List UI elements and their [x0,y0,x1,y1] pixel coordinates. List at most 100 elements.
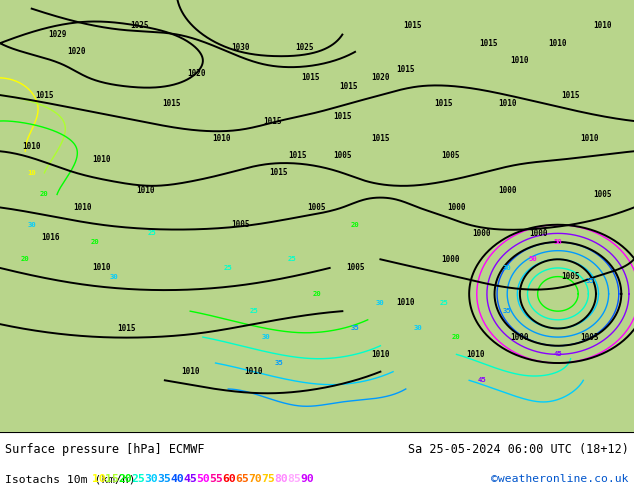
Text: 1010: 1010 [92,155,111,165]
Text: 65: 65 [235,474,249,484]
Text: 1010: 1010 [22,143,41,151]
Text: 30: 30 [110,273,119,280]
Text: 1015: 1015 [479,39,498,48]
Text: 1015: 1015 [403,22,422,30]
Text: 20: 20 [351,222,359,228]
Text: 1015: 1015 [35,91,54,99]
Text: 25: 25 [439,299,448,306]
Text: 30: 30 [414,325,423,331]
Text: 1010: 1010 [510,56,529,65]
Text: ©weatheronline.co.uk: ©weatheronline.co.uk [491,474,629,484]
Text: 1000: 1000 [510,333,529,342]
Text: 1005: 1005 [561,272,580,281]
Text: 30: 30 [503,265,512,271]
Text: 1000: 1000 [447,203,466,212]
Text: 1010: 1010 [136,186,155,195]
Text: 20: 20 [40,192,49,197]
Text: 35: 35 [275,360,283,366]
Text: 1010: 1010 [498,99,517,108]
Text: 10: 10 [27,170,36,176]
Text: 50: 50 [553,239,562,245]
Text: 1015: 1015 [561,91,580,99]
Text: 35: 35 [503,308,512,314]
Text: 1010: 1010 [92,264,111,272]
Text: 1005: 1005 [346,264,365,272]
Text: 30: 30 [376,299,385,306]
Text: 85: 85 [287,474,301,484]
Text: 1010: 1010 [548,39,567,48]
Text: 1010: 1010 [181,367,200,376]
Text: 90: 90 [301,474,314,484]
Text: 45: 45 [477,377,486,383]
Text: 1015: 1015 [269,169,288,177]
Text: 1005: 1005 [593,190,612,199]
Text: 20: 20 [21,256,30,262]
Text: 45: 45 [183,474,197,484]
Text: 1015: 1015 [288,151,307,160]
Text: 15: 15 [105,474,119,484]
Text: 1029: 1029 [48,30,67,39]
Text: 1020: 1020 [67,48,86,56]
Text: 1010: 1010 [244,367,263,376]
Text: 1015: 1015 [371,134,390,143]
Text: 75: 75 [261,474,275,484]
Text: 20: 20 [313,291,321,297]
Text: 1010: 1010 [593,22,612,30]
Text: 25: 25 [287,256,296,262]
Text: 1020: 1020 [187,69,206,78]
Text: 35: 35 [157,474,171,484]
Text: 80: 80 [275,474,288,484]
Text: 1005: 1005 [307,203,327,212]
Text: 70: 70 [249,474,262,484]
Text: 1030: 1030 [231,43,250,52]
Text: 1015: 1015 [333,112,352,121]
Text: 10: 10 [92,474,106,484]
Text: 1015: 1015 [434,99,453,108]
Text: 1025: 1025 [130,22,149,30]
Text: 20: 20 [118,474,132,484]
Text: 1015: 1015 [339,82,358,91]
Text: 1015: 1015 [396,65,415,74]
Text: 25: 25 [224,265,233,271]
Text: 1015: 1015 [301,74,320,82]
Text: 25: 25 [148,230,157,236]
Text: 1000: 1000 [472,229,491,238]
Text: 30: 30 [27,222,36,228]
Text: 30: 30 [144,474,158,484]
Text: 1005: 1005 [441,151,460,160]
Text: 1005: 1005 [231,220,250,229]
Text: 1010: 1010 [396,298,415,307]
Text: 20: 20 [452,334,461,340]
Text: 55: 55 [209,474,223,484]
Text: 1010: 1010 [73,203,92,212]
Text: 1000: 1000 [441,255,460,264]
Text: 1000: 1000 [529,229,548,238]
Text: 1015: 1015 [263,117,282,125]
Text: 35: 35 [585,278,594,284]
Text: 30: 30 [262,334,271,340]
Text: 1010: 1010 [212,134,231,143]
Text: 1015: 1015 [162,99,181,108]
Text: 40: 40 [170,474,184,484]
Text: 1000: 1000 [498,186,517,195]
Text: 1020: 1020 [371,74,390,82]
Text: Isotachs 10m (km/h): Isotachs 10m (km/h) [5,474,136,484]
Text: 1015: 1015 [117,324,136,333]
Text: 50: 50 [528,256,537,262]
Text: 1010: 1010 [466,350,485,359]
Text: 1016: 1016 [41,233,60,242]
Text: 1005: 1005 [333,151,352,160]
Text: 1010: 1010 [371,350,390,359]
Text: 1010: 1010 [580,134,599,143]
Text: 20: 20 [91,239,100,245]
Text: 35: 35 [351,325,359,331]
Text: 25: 25 [249,308,258,314]
Text: 45: 45 [553,351,562,357]
Text: Surface pressure [hPa] ECMWF: Surface pressure [hPa] ECMWF [5,442,205,456]
Text: 50: 50 [196,474,210,484]
Text: 60: 60 [223,474,236,484]
Text: 25: 25 [131,474,145,484]
Text: 1025: 1025 [295,43,314,52]
Text: Sa 25-05-2024 06:00 UTC (18+12): Sa 25-05-2024 06:00 UTC (18+12) [408,442,629,456]
Text: 1005: 1005 [580,333,599,342]
